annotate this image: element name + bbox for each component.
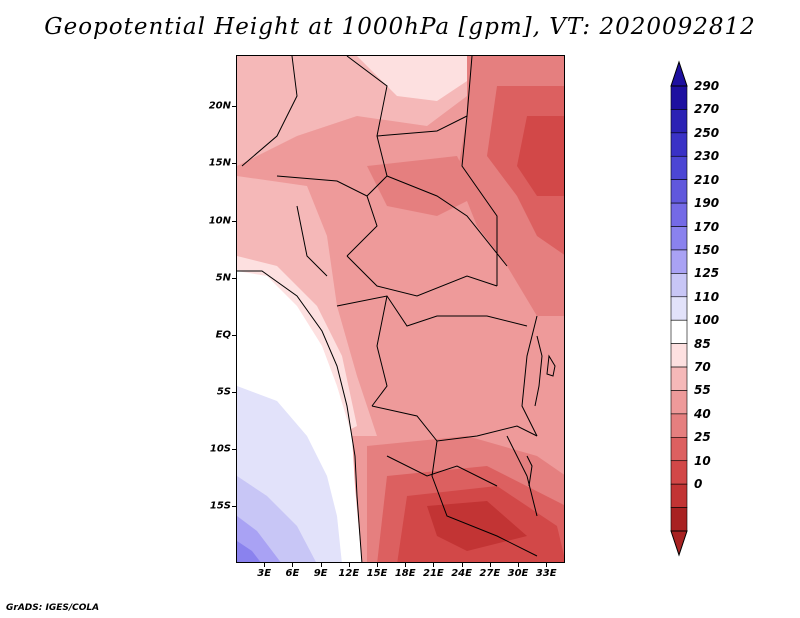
colorbar-level-label: 230 [694, 149, 720, 164]
colorbar-swatch [670, 319, 688, 344]
longitude-label: 15E [366, 568, 388, 579]
colorbar-level-label: 170 [694, 219, 720, 234]
colorbar-swatch [670, 132, 688, 157]
longitude-tick [433, 563, 435, 567]
colorbar-level-label: 250 [694, 125, 720, 140]
colorbar-level-label: 40 [694, 406, 711, 421]
colorbar-level-label: 25 [694, 430, 711, 445]
latitude-label: 5N [215, 272, 231, 284]
colorbar-level-label: 0 [694, 477, 703, 492]
latitude-label: 10S [209, 443, 231, 455]
longitude-label: 21E [423, 568, 444, 579]
colorbar-swatches [670, 85, 688, 532]
colorbar-level-label: 10 [694, 453, 711, 468]
longitude-label: 6E [285, 568, 300, 579]
latitude-label: 15S [209, 500, 231, 512]
colorbar-swatch [670, 249, 688, 274]
colorbar-level-label: 210 [694, 172, 720, 187]
longitude-label: 33E [535, 568, 557, 579]
longitude-tick [489, 563, 491, 567]
longitude-tick [264, 563, 266, 567]
latitude-tick [232, 106, 236, 108]
longitude-tick [348, 563, 350, 567]
latitude-label: 15N [208, 157, 231, 169]
latitude-tick [232, 220, 236, 222]
colorbar-swatch [670, 483, 688, 508]
colorbar-swatch [670, 85, 688, 110]
latitude-label: 20N [208, 100, 231, 112]
latitude-tick [232, 448, 236, 450]
longitude-label: 3E [257, 568, 272, 579]
colorbar-top-arrow [670, 60, 688, 87]
latitude-tick [232, 334, 236, 336]
longitude-tick [461, 563, 463, 567]
longitude-label: 12E [338, 568, 360, 579]
credit-label: GrADS: IGES/COLA [6, 603, 100, 613]
colorbar-swatch [670, 366, 688, 391]
latitude-label: 10N [208, 215, 231, 227]
longitude-tick [405, 563, 407, 567]
colorbar-level-label: 70 [694, 360, 711, 375]
colorbar-swatch [670, 437, 688, 462]
longitude-label: 24E [451, 568, 472, 579]
colorbar-swatch [670, 226, 688, 251]
longitude-label: 9E [313, 568, 328, 579]
map-panel [236, 55, 565, 563]
latitude-tick [232, 277, 236, 279]
map-field [237, 56, 564, 562]
longitude-tick [377, 563, 378, 567]
colorbar-swatch [670, 390, 688, 415]
colorbar-level-label: 100 [694, 313, 720, 328]
longitude-tick [518, 563, 519, 567]
longitude-label: 18E [394, 568, 416, 579]
latitude-label: 5S [216, 386, 231, 398]
colorbar-swatch [670, 109, 688, 134]
colorbar-bottom-arrow [670, 530, 688, 557]
longitude-tick [292, 563, 294, 567]
longitude-tick [546, 563, 548, 567]
colorbar-level-label: 190 [694, 196, 720, 211]
colorbar-swatch [670, 296, 688, 321]
latitude-label: EQ [215, 329, 231, 341]
chart-title: Geopotential Height at 1000hPa [gpm], VT… [44, 14, 756, 40]
colorbar-level-label: 290 [694, 79, 720, 93]
colorbar-level-label: 55 [694, 383, 711, 398]
colorbar-swatch [670, 202, 688, 227]
colorbar-swatch [670, 507, 688, 532]
latitude-tick [232, 163, 236, 165]
colorbar-level-label: 110 [694, 289, 720, 304]
colorbar-swatch [670, 413, 688, 438]
colorbar-level-label: 125 [694, 266, 720, 281]
latitude-tick [232, 391, 236, 393]
colorbar-level-label: 270 [694, 102, 720, 117]
colorbar-swatch [670, 273, 688, 298]
longitude-tick [320, 563, 322, 567]
colorbar-swatch [670, 179, 688, 204]
colorbar-swatch [670, 460, 688, 485]
colorbar-level-label: 85 [694, 336, 711, 351]
colorbar-swatch [670, 343, 688, 368]
colorbar-swatch [670, 155, 688, 180]
longitude-label: 30E [507, 568, 529, 579]
latitude-tick [232, 505, 236, 507]
longitude-label: 27E [479, 568, 501, 579]
colorbar-level-label: 150 [694, 242, 720, 257]
